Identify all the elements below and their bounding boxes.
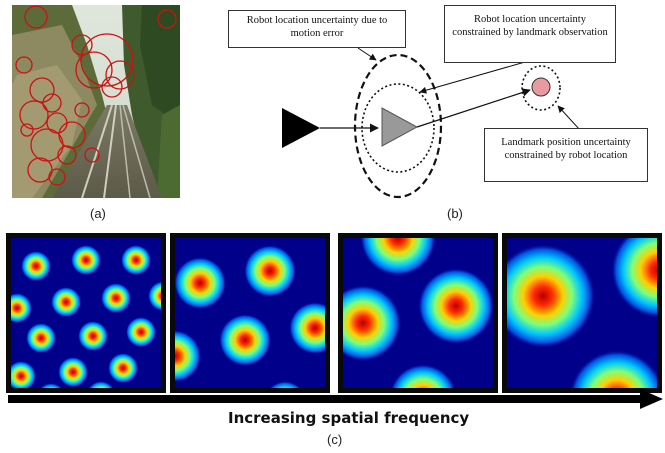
robot-start-icon [282,108,320,148]
landmark-dot-icon [531,77,551,97]
railway-photo [12,5,180,199]
panel-b-label: (b) [447,206,463,221]
callout-motion-error: Robot location uncertainty due to motion… [228,10,406,48]
panel-a-label: (a) [90,206,106,221]
uncertainty-diagram [282,47,581,199]
panel-c-label: (c) [327,432,343,447]
robot-triangle-icon [381,107,419,147]
grid-tile-4 [502,233,662,393]
grid-tile-1 [6,233,166,393]
grid-tile-2 [170,233,330,393]
grid-tile-3 [338,233,498,393]
axis-caption: Increasing spatial frequency [228,409,470,427]
callout-landmark-observation: Robot location uncertainty constrained b… [444,5,616,63]
arrow-right-icon [8,389,663,409]
callout-landmark-position: Landmark position uncertainty constraine… [484,128,648,182]
